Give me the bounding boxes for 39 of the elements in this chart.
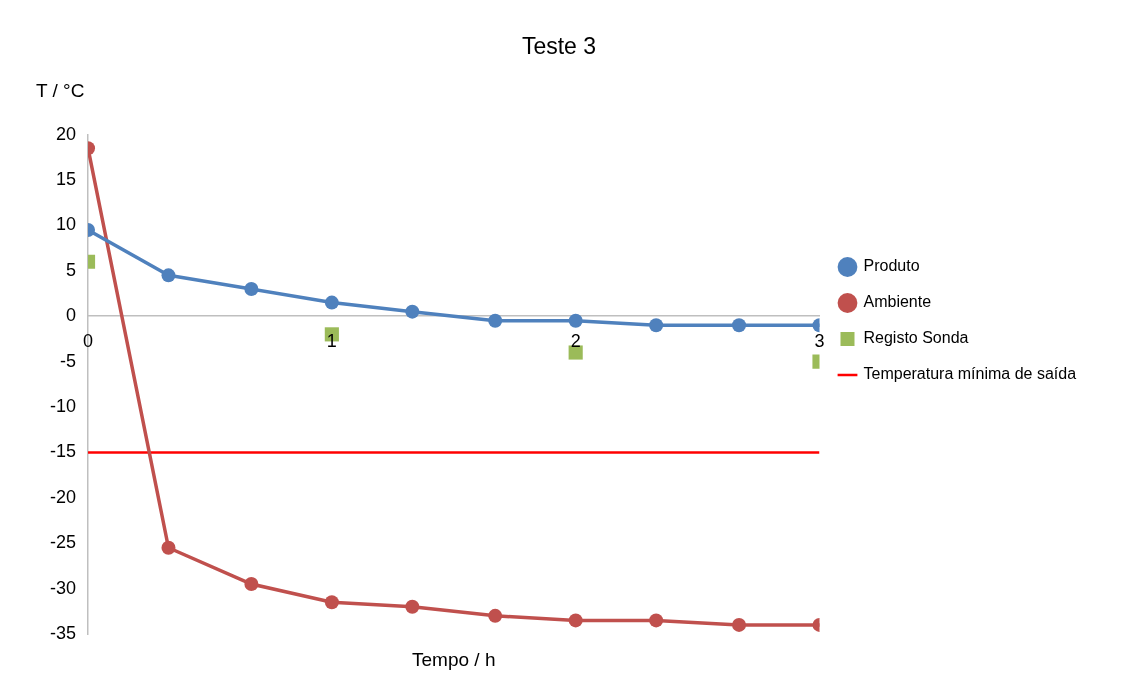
point bbox=[732, 617, 747, 632]
point bbox=[244, 281, 259, 296]
point bbox=[161, 268, 176, 283]
x-tick-label: 0 bbox=[83, 330, 94, 351]
point bbox=[732, 318, 747, 333]
y-tick-label: -10 bbox=[50, 395, 77, 416]
x-axis-title: Tempo / h bbox=[412, 648, 496, 670]
legend-label: Produto bbox=[863, 257, 920, 275]
point bbox=[244, 577, 259, 592]
y-tick-label: -30 bbox=[50, 577, 77, 598]
point bbox=[488, 608, 503, 623]
point bbox=[161, 540, 176, 555]
x-tick-label: 3 bbox=[814, 330, 825, 351]
y-tick-label: -15 bbox=[50, 441, 77, 462]
y-tick-label: -25 bbox=[50, 532, 77, 553]
y-tick-label: 5 bbox=[66, 259, 77, 280]
point bbox=[568, 313, 583, 328]
y-tick-label: -20 bbox=[50, 486, 77, 507]
y-tick-label: 20 bbox=[55, 123, 77, 144]
point bbox=[649, 318, 664, 333]
point bbox=[405, 599, 420, 614]
y-tick-label: 0 bbox=[66, 305, 77, 326]
point bbox=[324, 295, 339, 310]
legend-label: Temperatura mínima de saída bbox=[863, 365, 1077, 383]
x-tick-label: 1 bbox=[326, 330, 337, 351]
x-tick-label: 2 bbox=[570, 330, 581, 351]
point bbox=[488, 313, 503, 328]
point bbox=[405, 304, 420, 319]
y-axis-title: T / °C bbox=[36, 79, 85, 101]
y-tick-label: -35 bbox=[50, 622, 77, 643]
y-tick-label: -5 bbox=[60, 350, 77, 371]
legend-label: Ambiente bbox=[863, 293, 932, 311]
point bbox=[568, 613, 583, 628]
point bbox=[649, 613, 664, 628]
legend-label: Registo Sonda bbox=[863, 329, 969, 347]
point bbox=[324, 595, 339, 610]
y-tick-label: 15 bbox=[55, 168, 77, 189]
chart-title: Teste 3 bbox=[521, 33, 597, 60]
y-tick-label: 10 bbox=[55, 214, 77, 235]
